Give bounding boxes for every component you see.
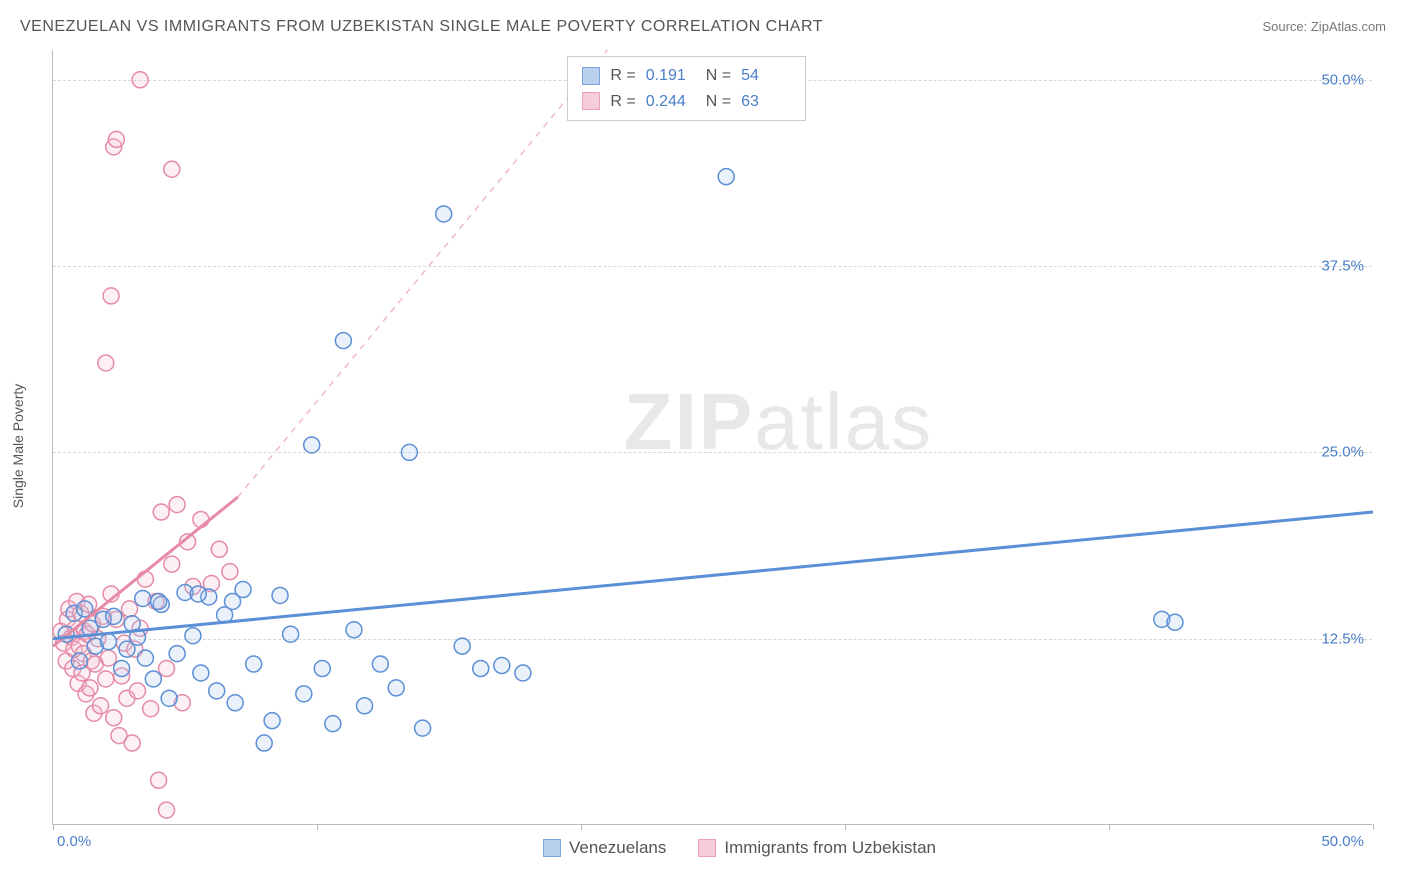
- scatter-point: [82, 680, 98, 696]
- scatter-point: [153, 504, 169, 520]
- scatter-point: [314, 661, 330, 677]
- scatter-point: [129, 683, 145, 699]
- scatter-point: [283, 626, 299, 642]
- scatter-point: [137, 650, 153, 666]
- scatter-point: [100, 634, 116, 650]
- scatter-point: [122, 601, 138, 617]
- legend-swatch: [582, 67, 600, 85]
- scatter-point: [227, 695, 243, 711]
- scatter-point: [106, 710, 122, 726]
- legend-label: Immigrants from Uzbekistan: [724, 838, 936, 858]
- scatter-point: [473, 661, 489, 677]
- scatter-point: [106, 608, 122, 624]
- x-tick-label: 0.0%: [57, 833, 91, 850]
- scatter-point: [93, 698, 109, 714]
- scatter-point: [145, 671, 161, 687]
- legend-n-value: 54: [741, 63, 791, 89]
- scatter-point: [211, 541, 227, 557]
- scatter-point: [135, 590, 151, 606]
- scatter-point: [718, 169, 734, 185]
- scatter-point: [454, 638, 470, 654]
- legend-row: R = 0.191 N = 54: [582, 63, 791, 89]
- x-tick-label: 50.0%: [1321, 833, 1364, 850]
- scatter-point: [124, 735, 140, 751]
- scatter-point: [169, 497, 185, 513]
- legend-n-value: 63: [741, 89, 791, 115]
- x-tick: [845, 824, 846, 830]
- scatter-point: [436, 206, 452, 222]
- legend-swatch: [582, 92, 600, 110]
- legend-item: Venezuelans: [543, 838, 666, 858]
- scatter-point: [256, 735, 272, 751]
- scatter-point: [515, 665, 531, 681]
- scatter-point: [264, 713, 280, 729]
- source-label: Source: ZipAtlas.com: [1262, 19, 1386, 34]
- scatter-point: [335, 333, 351, 349]
- legend-r-value: 0.244: [646, 89, 696, 115]
- x-tick: [1109, 824, 1110, 830]
- scatter-point: [401, 444, 417, 460]
- legend-label: Venezuelans: [569, 838, 666, 858]
- scatter-point: [346, 622, 362, 638]
- legend-r-value: 0.191: [646, 63, 696, 89]
- chart-svg: [53, 50, 1372, 824]
- scatter-point: [108, 131, 124, 147]
- legend-n-label: N =: [706, 63, 731, 89]
- chart-title: VENEZUELAN VS IMMIGRANTS FROM UZBEKISTAN…: [20, 18, 823, 36]
- scatter-point: [372, 656, 388, 672]
- scatter-point: [325, 716, 341, 732]
- scatter-point: [388, 680, 404, 696]
- scatter-point: [272, 587, 288, 603]
- scatter-point: [185, 628, 201, 644]
- legend-row: R = 0.244 N = 63: [582, 89, 791, 115]
- x-tick: [53, 824, 54, 830]
- x-tick: [1373, 824, 1374, 830]
- scatter-point: [357, 698, 373, 714]
- legend-swatch: [698, 839, 716, 857]
- scatter-point: [103, 288, 119, 304]
- scatter-point: [159, 802, 175, 818]
- scatter-point: [161, 690, 177, 706]
- scatter-point: [209, 683, 225, 699]
- scatter-point: [164, 161, 180, 177]
- scatter-point: [98, 671, 114, 687]
- scatter-point: [494, 658, 510, 674]
- x-tick: [581, 824, 582, 830]
- scatter-point: [164, 556, 180, 572]
- scatter-point: [246, 656, 262, 672]
- scatter-point: [193, 665, 209, 681]
- x-tick: [317, 824, 318, 830]
- scatter-point: [169, 646, 185, 662]
- scatter-point: [296, 686, 312, 702]
- y-axis-label: Single Male Poverty: [10, 384, 26, 509]
- scatter-point: [190, 586, 206, 602]
- scatter-point: [151, 772, 167, 788]
- legend-item: Immigrants from Uzbekistan: [698, 838, 936, 858]
- scatter-point: [415, 720, 431, 736]
- scatter-point: [1167, 614, 1183, 630]
- scatter-point: [304, 437, 320, 453]
- legend-series: Venezuelans Immigrants from Uzbekistan: [543, 838, 936, 858]
- legend-correlation: R = 0.191 N = 54 R = 0.244 N = 63: [567, 56, 806, 121]
- scatter-point: [132, 72, 148, 88]
- scatter-point: [71, 653, 87, 669]
- legend-swatch: [543, 839, 561, 857]
- scatter-point: [222, 564, 238, 580]
- legend-r-label: R =: [610, 63, 635, 89]
- scatter-point: [151, 593, 167, 609]
- regression-line-dashed: [238, 50, 608, 497]
- scatter-point: [143, 701, 159, 717]
- plot-area: 12.5%25.0%37.5%50.0% 0.0%50.0% ZIPatlas …: [52, 50, 1372, 825]
- legend-n-label: N =: [706, 89, 731, 115]
- scatter-point: [225, 593, 241, 609]
- scatter-point: [114, 661, 130, 677]
- scatter-point: [98, 355, 114, 371]
- scatter-point: [100, 650, 116, 666]
- legend-r-label: R =: [610, 89, 635, 115]
- scatter-point: [159, 661, 175, 677]
